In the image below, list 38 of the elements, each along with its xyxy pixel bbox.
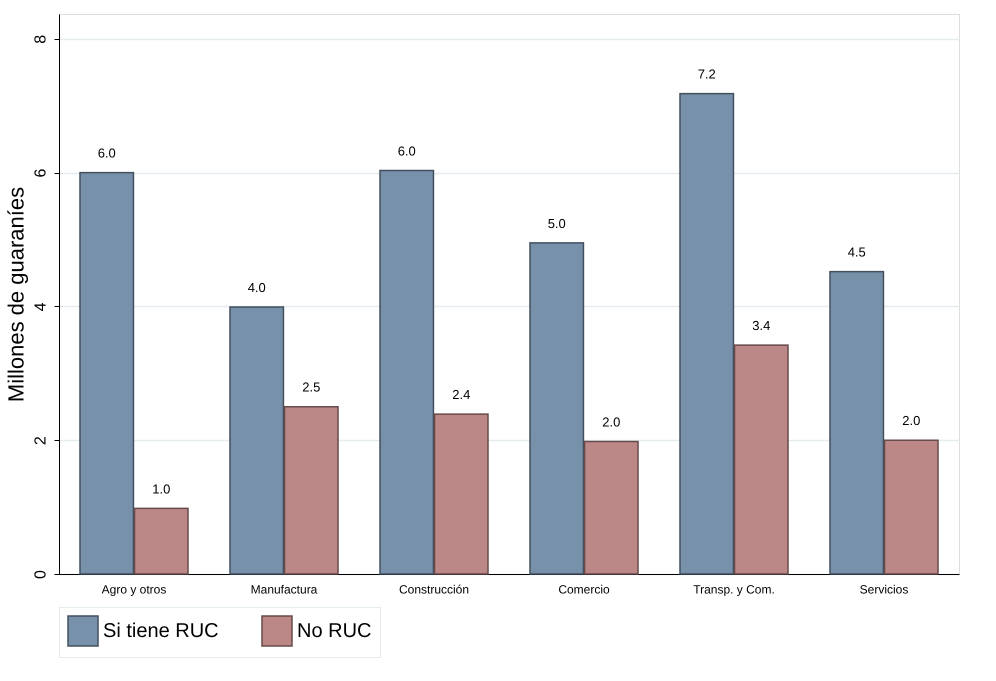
data-label: 5.0 <box>548 216 566 231</box>
data-label: 7.2 <box>698 66 716 82</box>
bar <box>379 170 434 575</box>
data-label: 2.0 <box>902 413 920 428</box>
legend-label: Si tiene RUC <box>103 620 219 642</box>
data-label: 4.0 <box>248 280 266 296</box>
bar <box>584 440 639 575</box>
bar <box>734 344 789 575</box>
y-tick-label: 8 <box>32 34 50 44</box>
bar <box>229 306 284 575</box>
x-tick-label: Transp. y Com. <box>693 582 775 596</box>
bar <box>884 439 939 575</box>
legend-label: No RUC <box>297 620 372 642</box>
data-label: 4.5 <box>848 244 866 260</box>
bar <box>829 270 884 575</box>
x-tick-label: Construcción <box>398 582 470 596</box>
y-tick-label: 0 <box>32 570 50 579</box>
data-label: 2.5 <box>302 380 320 395</box>
y-tick-label: 4 <box>32 302 50 312</box>
bar <box>679 92 734 575</box>
data-label: 2.4 <box>452 387 470 402</box>
bar <box>529 242 584 575</box>
bar <box>434 413 489 575</box>
bar <box>134 508 189 575</box>
bar <box>284 406 339 575</box>
x-tick-label: Agro y otros <box>102 582 166 596</box>
data-label: 2.0 <box>602 414 620 430</box>
x-tick-label: Manufactura <box>250 582 318 596</box>
x-tick-label: Comercio <box>558 582 610 596</box>
data-label: 6.0 <box>98 146 116 161</box>
data-label: 3.4 <box>752 318 770 334</box>
x-tick-label: Servicios <box>860 582 908 596</box>
y-axis-title: Millones de guaraníes <box>4 186 28 402</box>
y-tick-label: 6 <box>32 168 50 178</box>
bar <box>79 172 134 575</box>
y-tick-label: 2 <box>32 436 50 446</box>
data-label: 6.0 <box>398 144 416 159</box>
data-label: 1.0 <box>152 481 170 496</box>
